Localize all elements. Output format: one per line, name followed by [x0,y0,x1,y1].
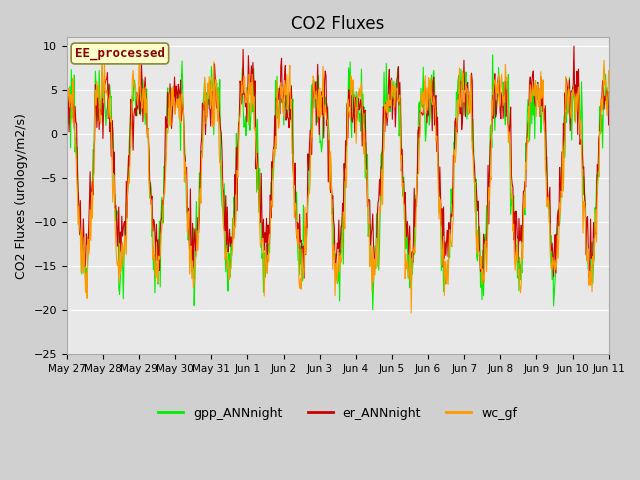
Title: CO2 Fluxes: CO2 Fluxes [291,15,385,33]
Y-axis label: CO2 Fluxes (urology/m2/s): CO2 Fluxes (urology/m2/s) [15,113,28,279]
Text: EE_processed: EE_processed [75,47,165,60]
Legend: gpp_ANNnight, er_ANNnight, wc_gf: gpp_ANNnight, er_ANNnight, wc_gf [153,402,522,424]
